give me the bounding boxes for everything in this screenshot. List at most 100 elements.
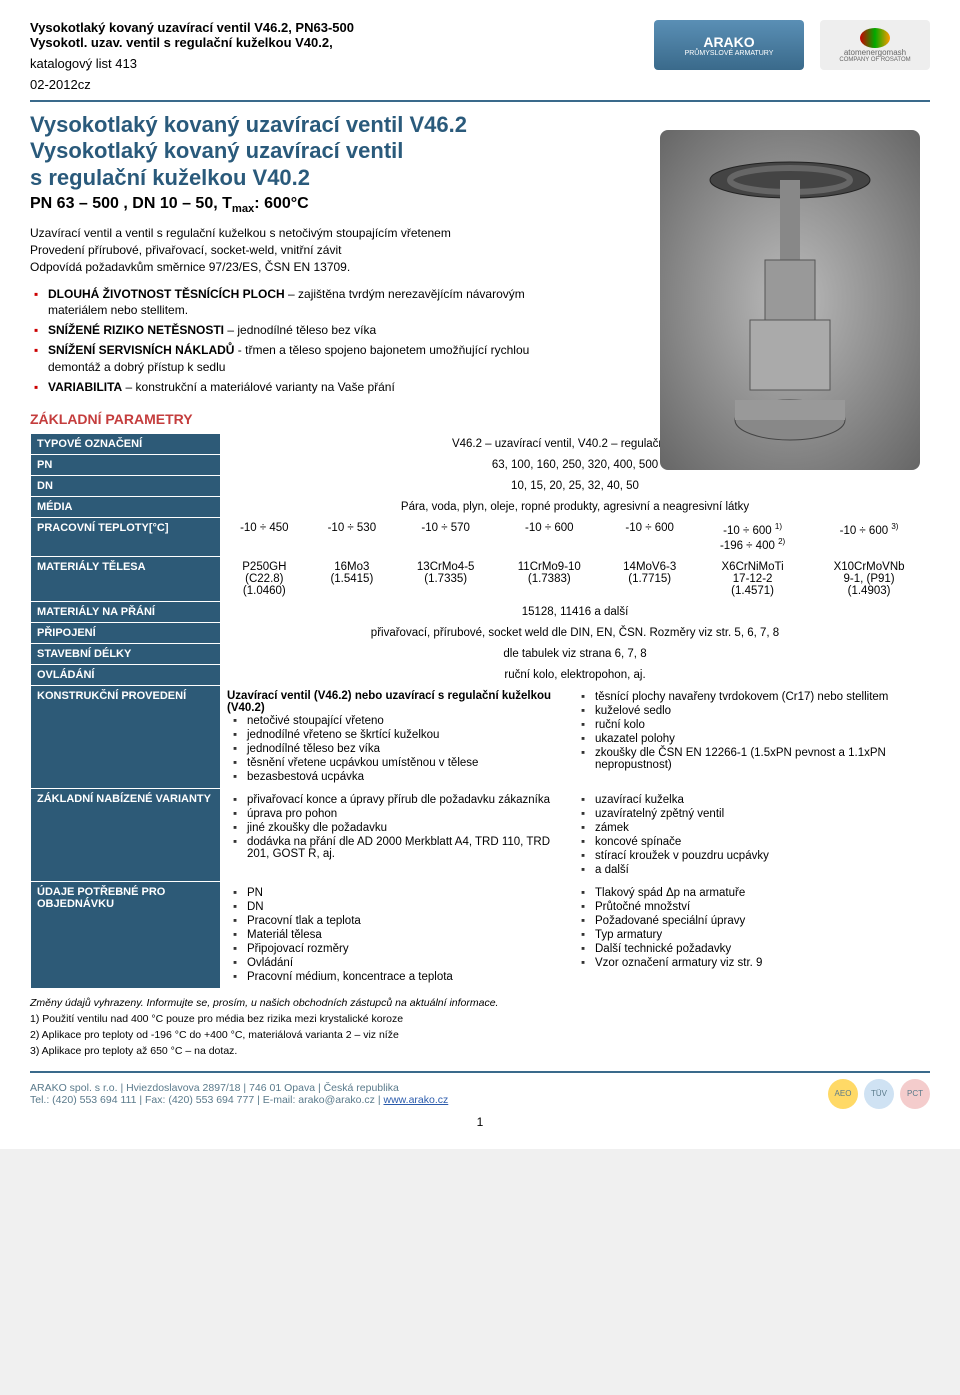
- mat-6: X10CrMoVNb 9-1, (P91) (1.4903): [809, 556, 930, 601]
- note-2: 2) Aplikace pro teploty od -196 °C do +4…: [30, 1029, 930, 1041]
- param-value: Pára, voda, plyn, oleje, ropné produkty,…: [221, 496, 930, 517]
- konstr-body: Uzavírací ventil (V46.2) nebo uzavírací …: [221, 685, 930, 788]
- website-link[interactable]: www.arako.cz: [383, 1094, 448, 1106]
- list-item: úprava pro pohon: [247, 807, 575, 821]
- feature-list: DLOUHÁ ŽIVOTNOST TĚSNÍCÍCH PLOCH – zajiš…: [30, 284, 552, 397]
- list-item: a další: [595, 863, 923, 877]
- temp-6: -10 ÷ 600 3): [809, 517, 930, 556]
- list-item: těsnění vřetene ucpávkou umístěnou v těl…: [247, 756, 575, 770]
- list-item: zámek: [595, 821, 923, 835]
- param-value: ruční kolo, elektropohon, aj.: [221, 664, 930, 685]
- header-line1: Vysokotlaký kovaný uzavírací ventil V46.…: [30, 20, 354, 35]
- list-item: Ovládání: [247, 956, 575, 970]
- mat-5: X6CrNiMoTi 17-12-2 (1.4571): [697, 556, 809, 601]
- list-item: PN: [247, 886, 575, 900]
- change-note: Změny údajů vyhrazeny. Informujte se, pr…: [30, 997, 930, 1009]
- list-item: dodávka na přání dle AD 2000 Merkblatt A…: [247, 835, 575, 861]
- aeo-cert-icon: AEO: [828, 1079, 858, 1109]
- list-item: jednodílné vřeteno se škrtící kuželkou: [247, 728, 575, 742]
- param-label: PŘIPOJENÍ: [31, 622, 221, 643]
- intro-p2: Provedení přírubové, přivařovací, socket…: [30, 242, 552, 259]
- list-item: Materiál tělesa: [247, 928, 575, 942]
- mat-2: 13CrMo4-5 (1.7335): [396, 556, 496, 601]
- temp-0: -10 ÷ 450: [221, 517, 309, 556]
- page-number: 1: [30, 1115, 930, 1129]
- list-item: Pracovní tlak a teplota: [247, 914, 575, 928]
- arako-logo: ARAKO PRŮMYSLOVÉ ARMATURY: [654, 20, 804, 70]
- list-item: Připojovací rozměry: [247, 942, 575, 956]
- list-item: bezasbestová ucpávka: [247, 770, 575, 784]
- list-item: jiné zkoušky dle požadavku: [247, 821, 575, 835]
- list-item: jednodílné těleso bez víka: [247, 742, 575, 756]
- header-logos: ARAKO PRŮMYSLOVÉ ARMATURY atomenergomash…: [654, 20, 930, 70]
- param-label: TYPOVÉ OZNAČENÍ: [31, 433, 221, 454]
- atomenergomash-logo: atomenergomash COMPANY OF ROSATOM: [820, 20, 930, 70]
- pct-cert-icon: PCT: [900, 1079, 930, 1109]
- list-item: Typ armatury: [595, 928, 923, 942]
- list-item: uzavíratelný zpětný ventil: [595, 807, 923, 821]
- param-label: PN: [31, 454, 221, 475]
- list-item: DN: [247, 900, 575, 914]
- param-label: MATERIÁLY NA PŘÁNÍ: [31, 601, 221, 622]
- footer-company: ARAKO spol. s r.o. | Hviezdoslavova 2897…: [30, 1082, 448, 1094]
- param-label: OVLÁDÁNÍ: [31, 664, 221, 685]
- list-item: Požadované speciální úpravy: [595, 914, 923, 928]
- varianty-label: ZÁKLADNÍ NABÍZENÉ VARIANTY: [31, 788, 221, 881]
- param-label: DN: [31, 475, 221, 496]
- list-item: netočivé stoupající vřeteno: [247, 714, 575, 728]
- feature-item: SNÍŽENÉ RIZIKO NETĚSNOSTI – jednodílné t…: [48, 320, 552, 340]
- footer-contact: Tel.: (420) 553 694 111 | Fax: (420) 553…: [30, 1094, 448, 1106]
- cert-logos: AEO TÜV PCT: [828, 1079, 930, 1109]
- param-value: 15128, 11416 a další: [221, 601, 930, 622]
- temps-label: PRACOVNÍ TEPLOTY[°C]: [31, 517, 221, 556]
- temp-4: -10 ÷ 600: [603, 517, 697, 556]
- varianty-body: přivařovací konce a úpravy přírub dle po…: [221, 788, 930, 881]
- swirl-icon: [860, 28, 890, 48]
- note-1: 1) Použití ventilu nad 400 °C pouze pro …: [30, 1013, 930, 1025]
- list-item: přivařovací konce a úpravy přírub dle po…: [247, 793, 575, 807]
- note-3: 3) Aplikace pro teploty až 650 °C – na d…: [30, 1045, 930, 1057]
- temp-5: -10 ÷ 600 1)-196 ÷ 400 2): [697, 517, 809, 556]
- list-item: zkoušky dle ČSN EN 12266-1 (1.5xPN pevno…: [595, 746, 923, 772]
- konstr-head: Uzavírací ventil (V46.2) nebo uzavírací …: [227, 690, 551, 714]
- mat-4: 14MoV6-3 (1.7715): [603, 556, 697, 601]
- list-item: Další technické požadavky: [595, 942, 923, 956]
- catalog-label: katalogový list 413: [30, 56, 354, 71]
- mat-label: MATERIÁLY TĚLESA: [31, 556, 221, 601]
- temp-2: -10 ÷ 570: [396, 517, 496, 556]
- param-value: 10, 15, 20, 25, 32, 40, 50: [221, 475, 930, 496]
- list-item: Vzor označení armatury viz str. 9: [595, 956, 923, 970]
- list-item: uzavírací kuželka: [595, 793, 923, 807]
- list-item: Tlakový spád Δp na armatuře: [595, 886, 923, 900]
- valve-rendering: [660, 130, 920, 470]
- page-footer: ARAKO spol. s r.o. | Hviezdoslavova 2897…: [30, 1071, 930, 1109]
- intro-text: Uzavírací ventil a ventil s regulační ku…: [30, 225, 552, 275]
- intro-p1: Uzavírací ventil a ventil s regulační ku…: [30, 225, 552, 242]
- param-value: přivařovací, přírubové, socket weld dle …: [221, 622, 930, 643]
- list-item: Průtočné množství: [595, 900, 923, 914]
- list-item: kuželové sedlo: [595, 704, 923, 718]
- intro-p3: Odpovídá požadavkům směrnice 97/23/ES, Č…: [30, 259, 552, 276]
- tuv-cert-icon: TÜV: [864, 1079, 894, 1109]
- temp-3: -10 ÷ 600: [496, 517, 603, 556]
- udaje-label: ÚDAJE POTŘEBNÉ PRO OBJEDNÁVKU: [31, 881, 221, 988]
- feature-item: VARIABILITA – konstrukční a materiálové …: [48, 377, 552, 397]
- mat-3: 11CrMo9-10 (1.7383): [496, 556, 603, 601]
- list-item: ukazatel polohy: [595, 732, 923, 746]
- catalog-code: 02-2012cz: [30, 77, 354, 92]
- list-item: Pracovní médium, koncentrace a teplota: [247, 970, 575, 984]
- header-line2: Vysokotl. uzav. ventil s regulační kužel…: [30, 35, 354, 50]
- param-label: MÉDIA: [31, 496, 221, 517]
- feature-item: DLOUHÁ ŽIVOTNOST TĚSNÍCÍCH PLOCH – zajiš…: [48, 284, 552, 320]
- param-value: dle tabulek viz strana 6, 7, 8: [221, 643, 930, 664]
- header-text: Vysokotlaký kovaný uzavírací ventil V46.…: [30, 20, 354, 92]
- list-item: koncové spínače: [595, 835, 923, 849]
- params-table: TYPOVÉ OZNAČENÍV46.2 – uzavírací ventil,…: [30, 433, 930, 989]
- param-label: STAVEBNÍ DÉLKY: [31, 643, 221, 664]
- udaje-body: PNDNPracovní tlak a teplotaMateriál těle…: [221, 881, 930, 988]
- mat-1: 16Mo3 (1.5415): [308, 556, 395, 601]
- valve-icon: [690, 150, 890, 450]
- list-item: ruční kolo: [595, 718, 923, 732]
- mat-0: P250GH (C22.8) (1.0460): [221, 556, 309, 601]
- list-item: těsnící plochy navařeny tvrdokovem (Cr17…: [595, 690, 923, 704]
